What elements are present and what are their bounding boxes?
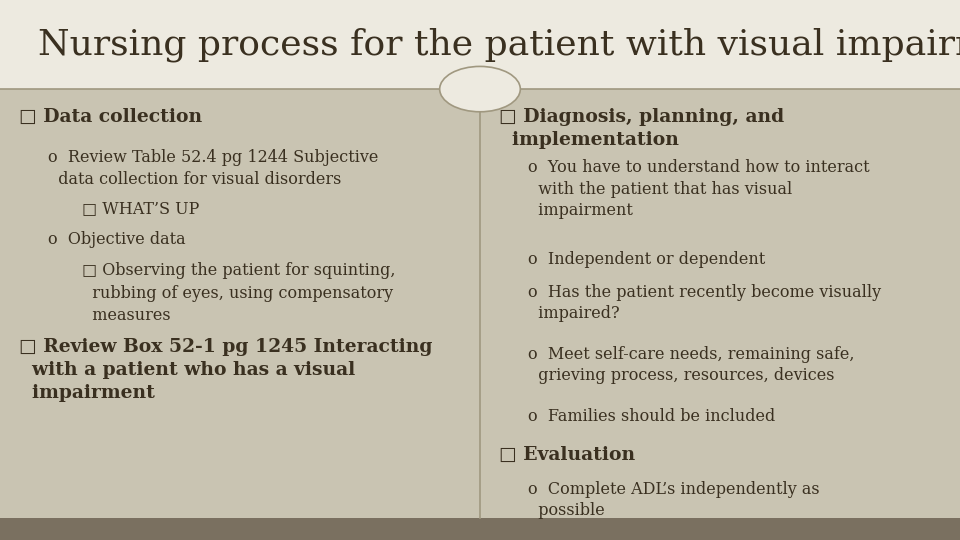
Bar bbox=[0, 0, 960, 89]
Text: o  Meet self-care needs, remaining safe,
  grieving process, resources, devices: o Meet self-care needs, remaining safe, … bbox=[528, 346, 854, 384]
Text: o  You have to understand how to interact
  with the patient that has visual
  i: o You have to understand how to interact… bbox=[528, 159, 870, 219]
Circle shape bbox=[440, 66, 520, 112]
Text: o  Objective data: o Objective data bbox=[48, 231, 185, 248]
Text: o  Review Table 52.4 pg 1244 Subjective
  data collection for visual disorders: o Review Table 52.4 pg 1244 Subjective d… bbox=[48, 148, 378, 188]
Text: o  Complete ADL’s independently as
  possible: o Complete ADL’s independently as possib… bbox=[528, 481, 820, 519]
Bar bbox=[0, 518, 960, 540]
Text: o  Has the patient recently become visually
  impaired?: o Has the patient recently become visual… bbox=[528, 284, 881, 322]
Text: □ Observing the patient for squinting,
  rubbing of eyes, using compensatory
  m: □ Observing the patient for squinting, r… bbox=[82, 262, 396, 324]
Text: o  Families should be included: o Families should be included bbox=[528, 408, 776, 424]
Text: □ Review Box 52-1 pg 1245 Interacting
  with a patient who has a visual
  impair: □ Review Box 52-1 pg 1245 Interacting wi… bbox=[19, 338, 433, 402]
Text: o  Independent or dependent: o Independent or dependent bbox=[528, 251, 765, 268]
Text: □ WHAT’S UP: □ WHAT’S UP bbox=[82, 200, 199, 217]
Text: Nursing process for the patient with visual impairment: Nursing process for the patient with vis… bbox=[38, 28, 960, 62]
Text: □ Evaluation: □ Evaluation bbox=[499, 446, 636, 463]
Text: □ Diagnosis, planning, and
  implementation: □ Diagnosis, planning, and implementatio… bbox=[499, 108, 784, 149]
Text: □ Data collection: □ Data collection bbox=[19, 108, 203, 126]
